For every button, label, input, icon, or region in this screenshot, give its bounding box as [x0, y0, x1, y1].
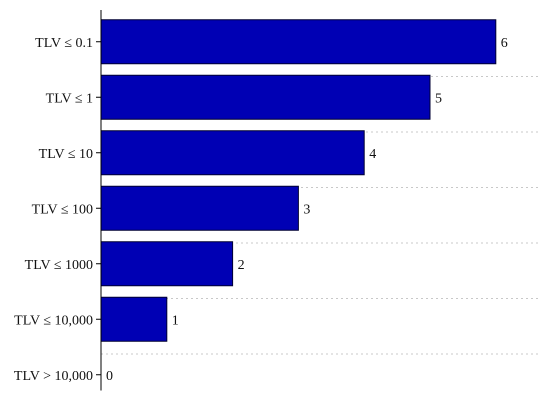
y-axis — [96, 10, 102, 391]
labels: TLV ≤ 0.1 6 TLV ≤ 1 5 TLV ≤ 10 4 TLV ≤ 100 3 TLV… — [14, 36, 508, 384]
data-label: 5 — [435, 91, 442, 106]
bar — [100, 241, 234, 287]
data-label: 4 — [369, 147, 376, 162]
bar — [100, 74, 431, 120]
y-tick-label: TLV > 10,000 — [14, 369, 93, 384]
bar — [100, 296, 168, 342]
data-label: 2 — [238, 258, 245, 273]
bar — [100, 185, 299, 231]
y-tick-label: TLV ≤ 1 — [46, 91, 93, 106]
bars — [100, 19, 497, 342]
y-tick-label: TLV ≤ 1000 — [25, 258, 93, 273]
y-tick-label: TLV ≤ 100 — [32, 202, 93, 217]
y-tick-label: TLV ≤ 0.1 — [35, 36, 93, 51]
data-label: 0 — [106, 369, 113, 384]
data-label: 1 — [172, 313, 179, 328]
data-label: 3 — [303, 202, 310, 217]
bar — [100, 19, 497, 65]
y-tick-label: TLV ≤ 10,000 — [14, 313, 93, 328]
bar — [100, 130, 365, 176]
y-tick-label: TLV ≤ 10 — [39, 147, 93, 162]
data-label: 6 — [501, 36, 508, 51]
